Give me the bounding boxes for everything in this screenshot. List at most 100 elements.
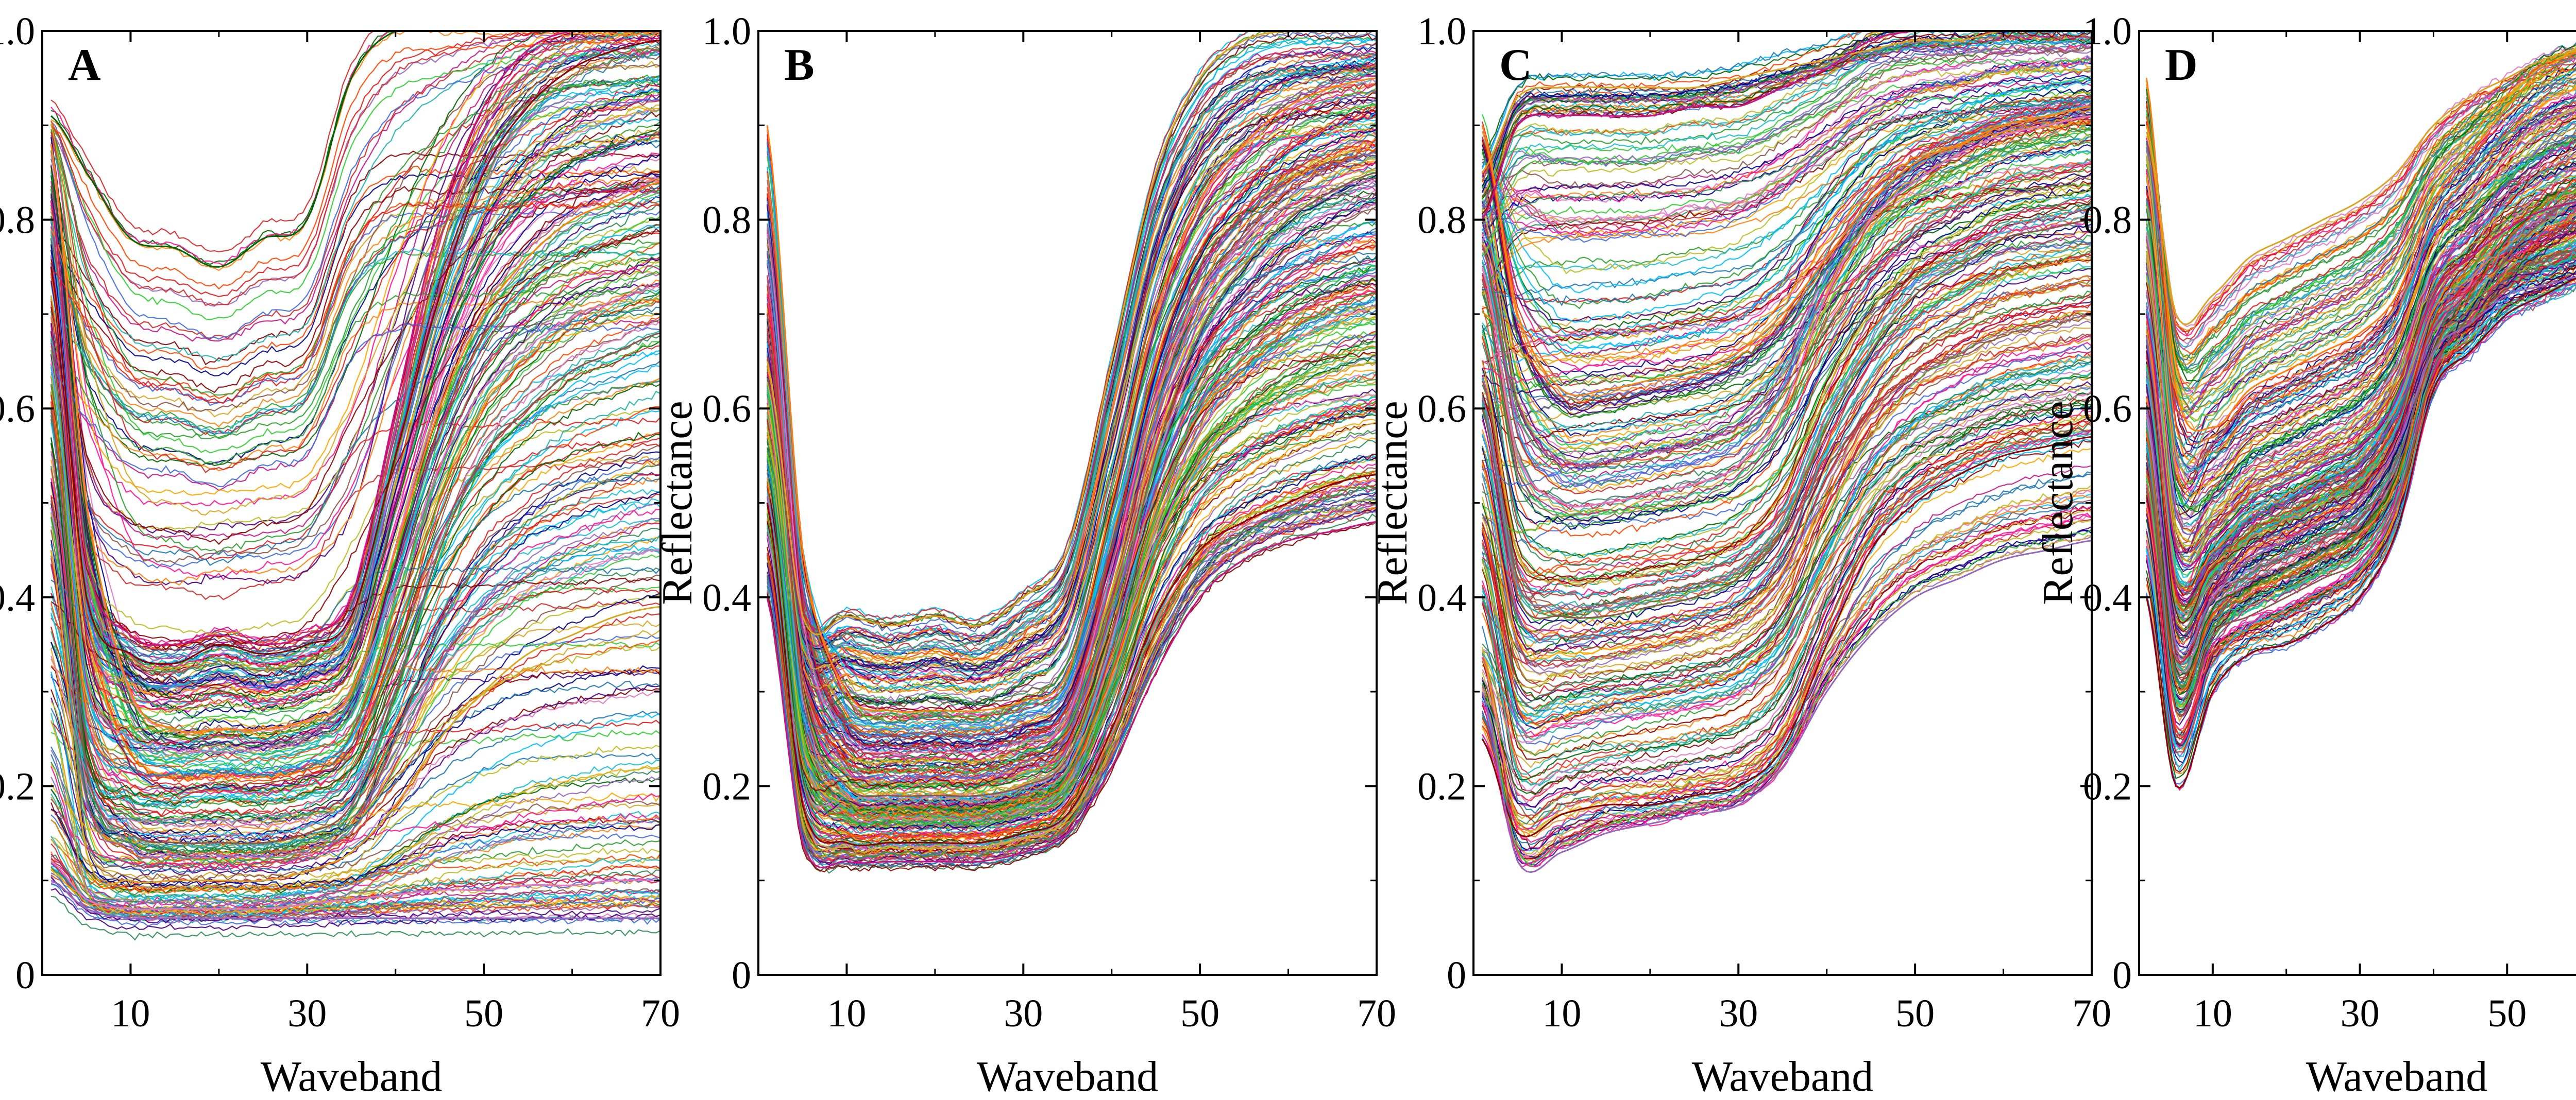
spectral-curve [1482, 214, 2092, 615]
x-tick-label: 30 [2341, 992, 2380, 1035]
spectral-curve [50, 656, 660, 863]
spectral-curve [50, 419, 660, 848]
spectral-curve [767, 351, 1377, 793]
spectral-curve [1482, 172, 2092, 530]
spectral-curve [1482, 391, 2092, 792]
spectral-curve [1482, 186, 2092, 525]
spectral-curve [2146, 121, 2576, 469]
spectral-curve [1482, 433, 2092, 786]
spectral-curve [1482, 168, 2092, 565]
spectral-curve [50, 350, 660, 839]
spectral-curve [50, 330, 660, 775]
data-series-line [2145, 50, 2576, 325]
spectral-curve [767, 521, 1377, 872]
spectral-curve [1482, 509, 2092, 832]
spectral-curve [767, 392, 1377, 830]
spectral-curve [1482, 166, 2092, 476]
spectral-curve [767, 487, 1377, 849]
spectral-curve [50, 854, 660, 906]
spectral-curve [2146, 85, 2576, 406]
panel-letter: C [1499, 40, 1532, 90]
spectral-curve [767, 51, 1377, 668]
spectral-curve [50, 107, 660, 691]
spectral-curve [1482, 384, 2092, 733]
spectral-curve [50, 587, 660, 818]
spectral-curve [2146, 67, 2576, 445]
spectral-curve [767, 185, 1377, 753]
spectral-curve [50, 476, 660, 778]
spectral-curve [50, 180, 660, 431]
x-tick-label: 70 [641, 992, 680, 1035]
spectral-curve [767, 105, 1377, 720]
data-series-line [1481, 540, 2092, 873]
spectral-curve [50, 129, 660, 697]
data-series-line [2145, 51, 2576, 432]
spectral-curve [1482, 198, 2092, 601]
spectral-curve [1482, 405, 2092, 775]
spectral-curve [767, 31, 1272, 630]
data-series-line [50, 861, 660, 910]
y-tick-label: 0.8 [702, 199, 751, 242]
spectral-curve [50, 522, 660, 873]
spectral-curve [1482, 337, 2092, 648]
spectral-curve [1482, 115, 2092, 493]
spectral-curve [1482, 34, 2092, 198]
spectral-curve [1482, 127, 2092, 444]
spectral-curve [2146, 198, 2576, 659]
spectral-curve [2146, 162, 2576, 554]
spectral-curve [2146, 117, 2576, 516]
spectral-curve [1482, 36, 2092, 199]
spectral-curve [767, 66, 1377, 672]
spectral-curve [767, 354, 1377, 846]
spectral-curve [50, 876, 660, 924]
spectral-curve [1482, 67, 2092, 254]
spectral-curve [50, 35, 660, 541]
data-series-line [1481, 31, 2092, 173]
spectral-curve [2146, 255, 2576, 672]
spectral-curve [1482, 224, 2092, 627]
spectral-curve [50, 46, 660, 653]
x-tick-label: 50 [1895, 992, 1935, 1035]
spectral-curve [767, 402, 1377, 826]
spectral-curve [50, 31, 660, 656]
spectral-curve [1482, 81, 2092, 350]
spectral-curve [1482, 318, 2092, 717]
spectral-curve [1482, 32, 2092, 189]
y-tick-label: 0.2 [702, 765, 751, 808]
spectral-curve [2146, 135, 2576, 553]
spectral-curve [50, 896, 660, 941]
spectral-curve [1482, 218, 2092, 384]
spectral-curve [1482, 130, 2092, 529]
spectral-curve [1482, 32, 2092, 177]
x-tick-label: 10 [2193, 992, 2232, 1035]
spectral-curve [1482, 67, 2092, 218]
y-tick-label: 1.0 [0, 10, 35, 53]
panel-letter: D [2165, 40, 2198, 90]
spectral-curve [2146, 153, 2576, 528]
spectral-curve [50, 177, 660, 427]
y-tick-label: 0.2 [2083, 765, 2132, 808]
spectral-curve [51, 323, 660, 488]
spectral-curve [1482, 189, 2092, 580]
spectral-curve [1482, 31, 1947, 155]
spectral-curve [767, 31, 1377, 639]
spectral-curve [1482, 58, 2092, 236]
spectral-curve [1482, 56, 2092, 256]
spectral-curve [1482, 31, 1867, 167]
spectral-curve [1482, 117, 2092, 295]
spectral-curve [1482, 223, 2092, 411]
x-tick-label: 30 [287, 992, 327, 1035]
spectral-curve [1482, 418, 2092, 778]
spectral-curve [50, 228, 660, 770]
spectral-curve [1482, 381, 2092, 729]
spectral-curve [50, 228, 660, 648]
spectral-curve [1482, 57, 2092, 274]
spectral-curve [1482, 97, 2092, 244]
spectral-curve [50, 301, 660, 829]
spectral-curve [767, 277, 1377, 792]
spectral-curve [1482, 528, 2092, 867]
spectral-curve [50, 31, 657, 298]
x-tick-label: 30 [1719, 992, 1758, 1035]
x-tick-label: 50 [1180, 992, 1219, 1035]
data-series-line [1481, 115, 2092, 508]
